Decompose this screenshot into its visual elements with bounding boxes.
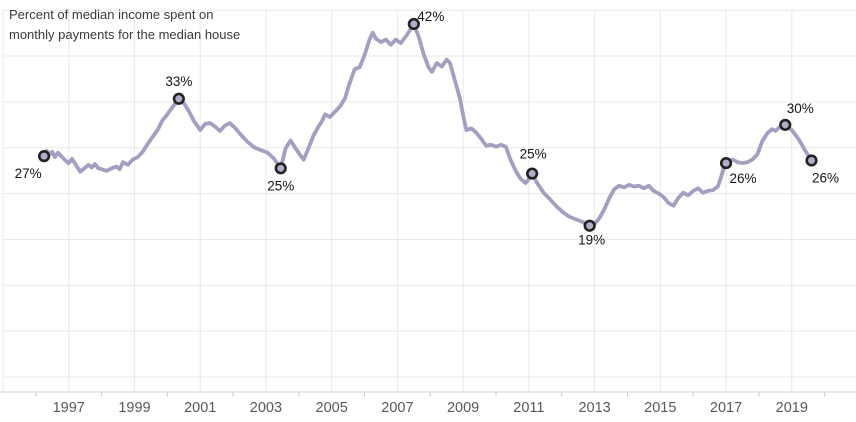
x-axis-tick-label: 2017 xyxy=(710,400,742,416)
data-point-marker[interactable] xyxy=(274,162,287,175)
data-point-marker[interactable] xyxy=(37,150,51,163)
chart-title-line-2: monthly payments for the median house xyxy=(9,27,241,43)
data-point-marker[interactable] xyxy=(779,118,792,131)
x-axis-tick-label: 2009 xyxy=(447,400,479,416)
data-point-marker[interactable] xyxy=(172,92,185,105)
data-point-label: 42% xyxy=(417,9,444,24)
x-axis-tick-label: 2001 xyxy=(184,400,216,416)
x-axis-tick-label: 2015 xyxy=(644,400,676,416)
x-axis-tick-label: 2019 xyxy=(776,400,808,416)
data-point-label: 30% xyxy=(787,101,814,116)
data-point-label: 19% xyxy=(578,233,605,248)
data-point-marker[interactable] xyxy=(805,154,818,167)
data-point-label: 27% xyxy=(15,166,42,181)
series-line xyxy=(42,22,814,228)
x-axis-tick-label: 1999 xyxy=(118,400,150,416)
data-point-label: 25% xyxy=(267,178,294,193)
data-point-marker[interactable] xyxy=(407,17,420,31)
x-axis-tick-label: 2005 xyxy=(316,400,348,416)
x-axis-tick-label: 2007 xyxy=(381,400,413,416)
x-axis-tick-label: 1997 xyxy=(53,400,85,416)
x-axis-tick-label: 2013 xyxy=(578,400,610,416)
data-point-marker[interactable] xyxy=(583,219,596,232)
x-axis-tick-label: 2011 xyxy=(513,400,544,416)
chart-title: Percent of median income spent on monthl… xyxy=(9,5,240,45)
data-point-label: 26% xyxy=(730,171,757,186)
data-point-label: 26% xyxy=(812,170,839,185)
chart-title-line-1: Percent of median income spent on xyxy=(9,7,214,22)
x-axis-tick-label: 2003 xyxy=(250,400,282,416)
data-point-marker[interactable] xyxy=(526,167,539,180)
data-point-label: 33% xyxy=(165,74,192,89)
data-point-marker[interactable] xyxy=(719,157,733,170)
data-point-label: 25% xyxy=(520,147,547,162)
